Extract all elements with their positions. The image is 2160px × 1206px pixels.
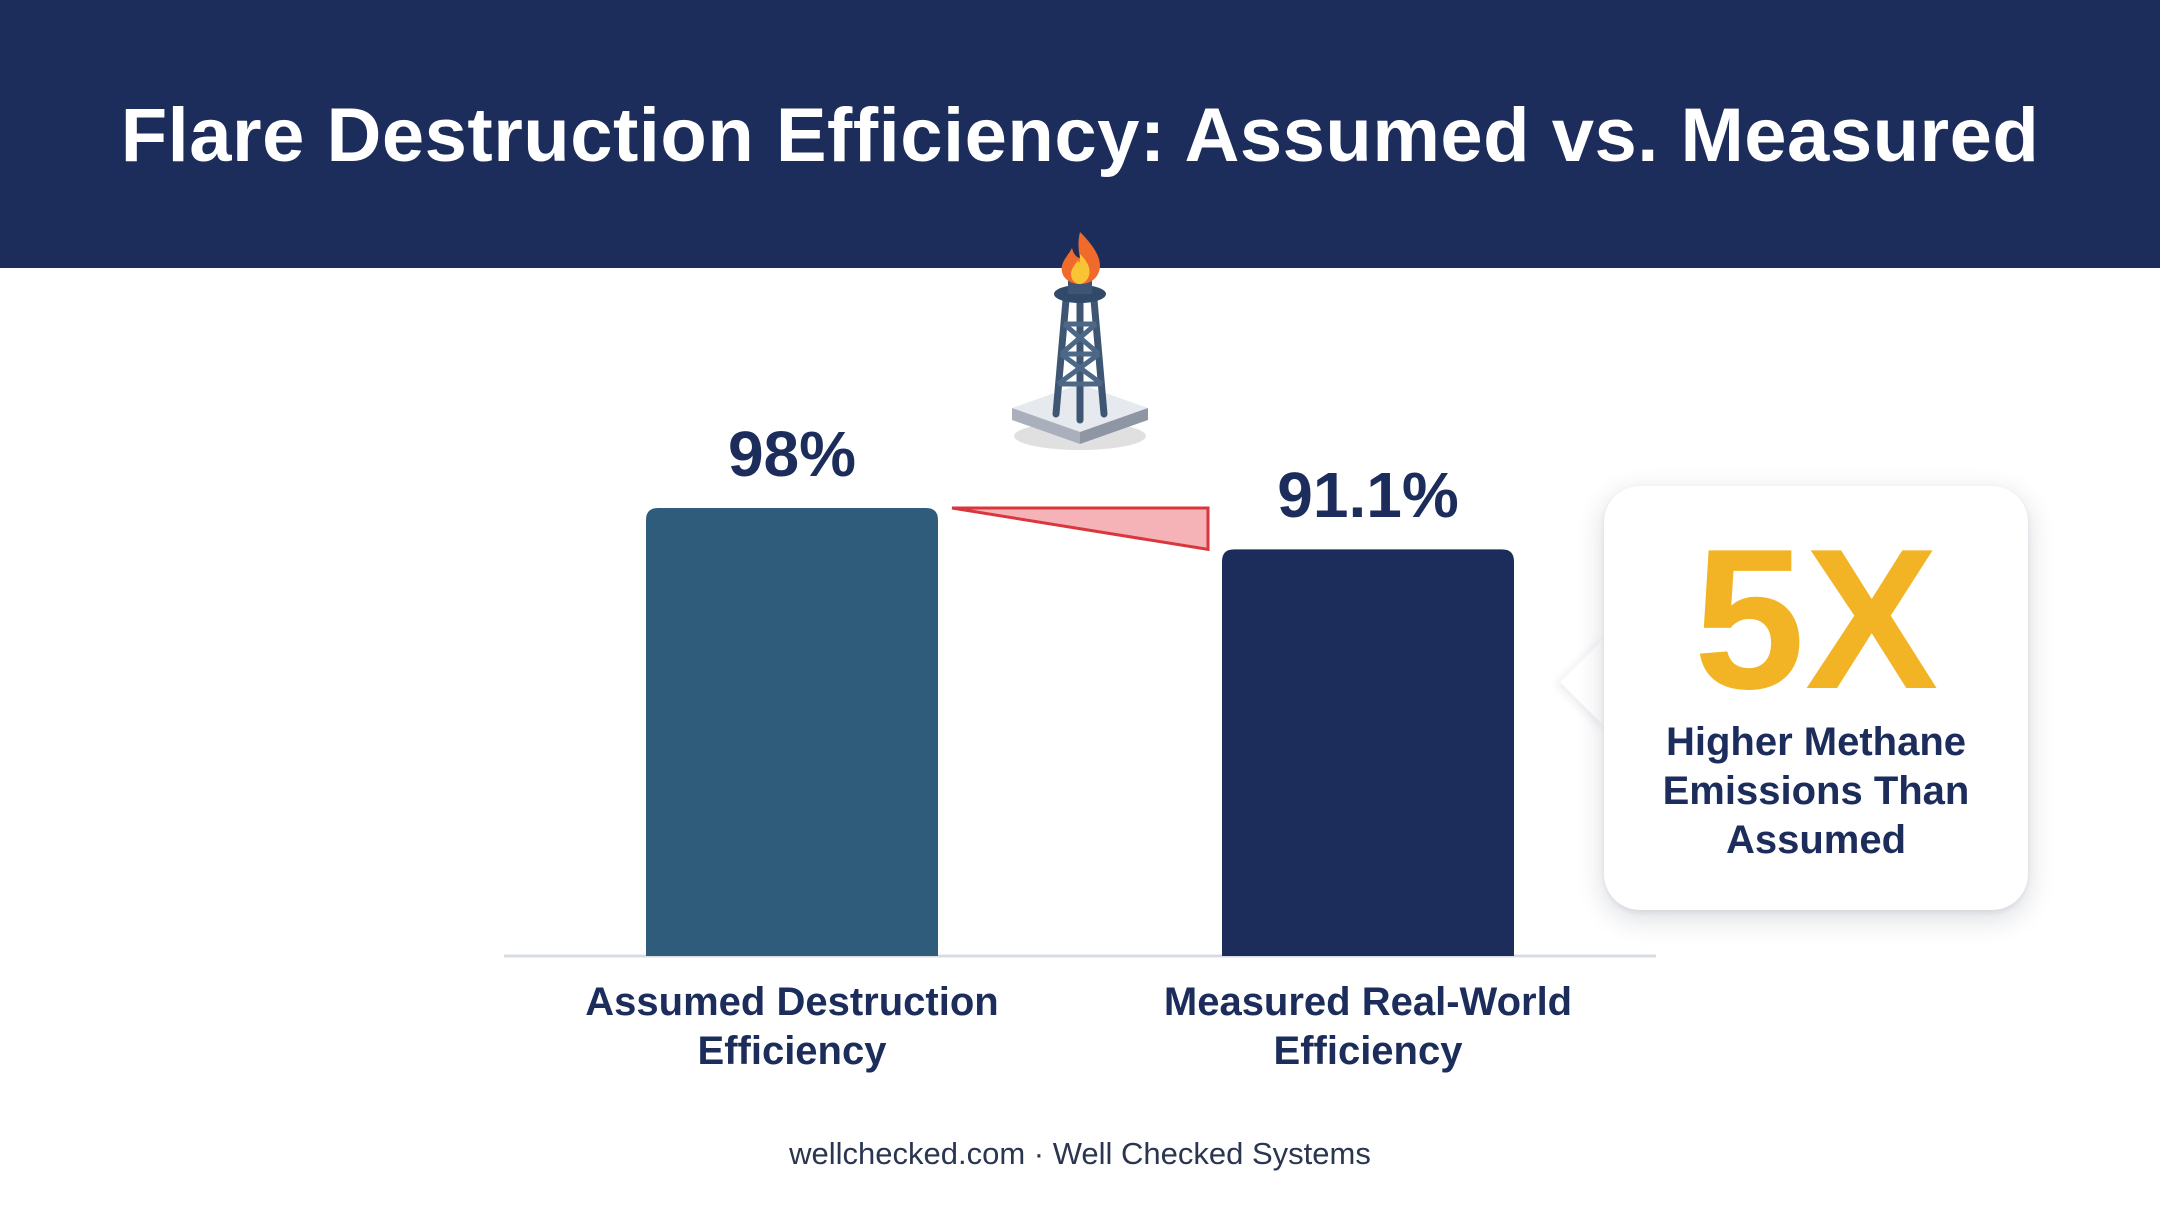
callout-description: Higher Methane Emissions Than Assumed	[1662, 720, 1970, 862]
callout-pointer	[1560, 636, 1606, 728]
flare-stack-icon	[1012, 232, 1148, 450]
bar-value-label-assumed: 98%	[727, 418, 857, 490]
callout-card: 5X Higher Methane Emissions Than Assumed	[1604, 486, 2028, 910]
bar-measured	[1222, 549, 1514, 956]
efficiency-gap-wedge	[951, 506, 1210, 552]
callout-multiplier: 5X	[1693, 508, 1939, 731]
category-label-assumed: Assumed Destruction Efficiency	[585, 980, 999, 1073]
page-title: Flare Destruction Efficiency: Assumed vs…	[120, 93, 2040, 178]
category-label-measured: Measured Real-World Efficiency	[1163, 980, 1573, 1073]
bar-value-label-measured: 91.1%	[1277, 459, 1459, 532]
header-banner: Flare Destruction Efficiency: Assumed vs…	[0, 0, 2160, 268]
bar-assumed	[646, 508, 938, 956]
footer-credit: wellchecked.com · Well Checked Systems	[789, 1136, 1371, 1171]
